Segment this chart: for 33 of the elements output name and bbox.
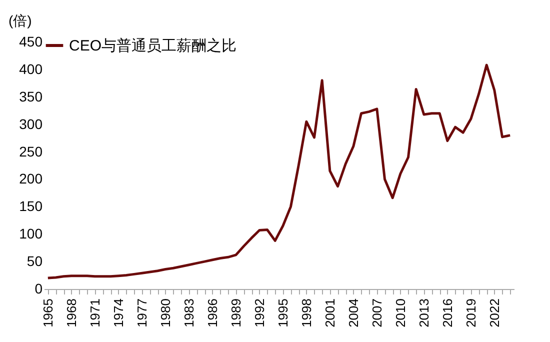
y-tick-label: 400 [19,60,43,77]
y-tick-label: 50 [26,253,43,270]
x-tick-label: 1992 [252,298,267,328]
x-tick-label: 2007 [369,298,384,328]
x-tick-label: 1977 [134,298,150,328]
y-tick-label: 150 [19,198,43,214]
x-tick-label: 1974 [110,298,126,328]
x-tick-label: 2022 [486,298,502,328]
x-tick-label: 2019 [463,298,478,328]
y-tick-label: 350 [19,88,43,104]
y-axis-title: (倍) [8,12,32,28]
y-tick-label: 300 [19,116,43,132]
x-tick-label: 1971 [87,298,102,328]
x-tick-label: 1989 [228,298,244,328]
x-tick-label: 1986 [204,298,220,328]
y-tick-label: 0 [34,280,43,296]
line-series [46,64,512,280]
x-tick-label: 2016 [440,298,455,328]
x-tick-label: 2010 [392,298,408,328]
x-tick-label: 1980 [158,298,173,328]
x-tick-label: 2004 [346,298,361,328]
x-tick-label: 2001 [322,298,338,328]
x-tick-label: 1983 [181,298,196,328]
y-tick-label: 450 [19,34,43,50]
x-tick-label: 1968 [64,298,79,328]
y-tick-label: 250 [19,143,43,160]
x-tick-label: 1995 [275,298,290,328]
y-tick-label: 200 [19,170,43,187]
x-tick-label: 1998 [298,298,314,328]
legend-label: CEO与普通员工薪酬之比 [69,38,237,54]
x-tick-label: 2013 [416,298,432,328]
x-tick-label: 1965 [40,298,56,328]
y-tick-label: 100 [19,226,43,242]
